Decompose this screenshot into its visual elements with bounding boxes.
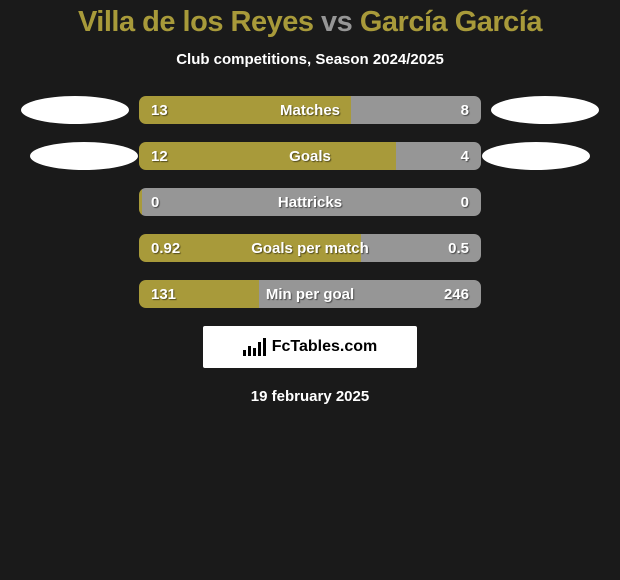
- stat-bar: 138Matches: [139, 96, 481, 124]
- stats-rows: 138Matches124Goals00Hattricks0.920.5Goal…: [0, 96, 620, 308]
- value-right: 246: [444, 286, 469, 303]
- title-left: Villa de los Reyes: [78, 6, 314, 38]
- value-left: 0: [151, 194, 159, 211]
- stat-bar: 131246Min per goal: [139, 280, 481, 308]
- stat-row: 0.920.5Goals per match: [0, 234, 620, 262]
- value-right: 4: [461, 148, 469, 165]
- logo-text: FcTables.com: [272, 338, 378, 356]
- stats-card: Villa de los Reyes vs García García Club…: [0, 0, 620, 405]
- site-logo[interactable]: FcTables.com: [203, 326, 417, 368]
- right-badge-col: [481, 96, 609, 124]
- right-badge-col: [481, 142, 609, 170]
- logo-wrap: FcTables.com: [0, 326, 620, 368]
- stat-bar: 124Goals: [139, 142, 481, 170]
- bar-values: 12 4: [139, 142, 481, 170]
- team-badge-right: [482, 142, 590, 170]
- value-left: 0.92: [151, 240, 180, 257]
- value-left: 131: [151, 286, 176, 303]
- bar-values: 131 246: [139, 280, 481, 308]
- stat-row: 00Hattricks: [0, 188, 620, 216]
- bar-values: 13 8: [139, 96, 481, 124]
- value-right: 0.5: [448, 240, 469, 257]
- stat-bar: 00Hattricks: [139, 188, 481, 216]
- stat-bar: 0.920.5Goals per match: [139, 234, 481, 262]
- value-left: 12: [151, 148, 168, 165]
- bar-values: 00: [139, 188, 481, 216]
- stat-row: 131246Min per goal: [0, 280, 620, 308]
- value-right: 8: [461, 102, 469, 119]
- value-left: 13: [151, 102, 168, 119]
- date-label: 19 february 2025: [0, 388, 620, 405]
- team-badge-right: [491, 96, 599, 124]
- stat-row: 138Matches: [0, 96, 620, 124]
- value-right: 0: [461, 194, 469, 211]
- title-right: García García: [360, 6, 542, 38]
- subtitle: Club competitions, Season 2024/2025: [0, 51, 620, 68]
- left-badge-col: [11, 142, 139, 170]
- bar-values: 0.92 0.5: [139, 234, 481, 262]
- stat-row: 124Goals: [0, 142, 620, 170]
- page-title: Villa de los Reyes vs García García: [0, 6, 620, 39]
- team-badge-left: [21, 96, 129, 124]
- bar-chart-icon: [243, 338, 266, 356]
- team-badge-left: [30, 142, 138, 170]
- title-vs: vs: [313, 6, 359, 38]
- left-badge-col: [11, 96, 139, 124]
